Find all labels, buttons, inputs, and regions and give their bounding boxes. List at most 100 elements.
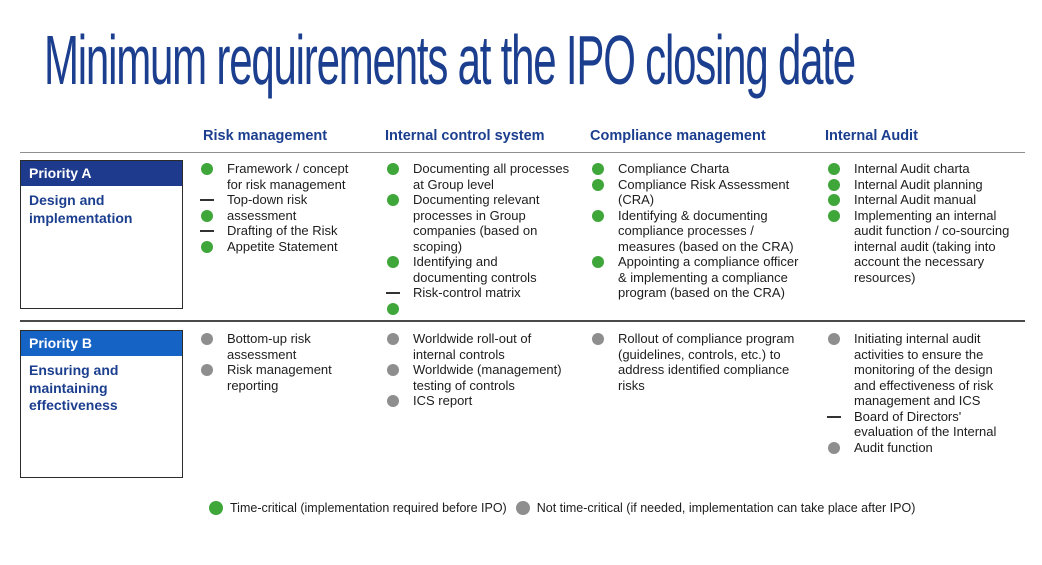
time-critical-dot-icon — [387, 163, 399, 175]
list-line-text: Audit function — [854, 439, 933, 455]
list-line: Internal Audit planning — [827, 177, 1041, 193]
list-line: Board of Directors' — [827, 409, 1041, 425]
list-line: (CRA) — [591, 192, 825, 208]
list-line: Risk-control matrix — [386, 285, 588, 301]
cell-priority-a-internal-control-system: Documenting all processes at Group level D… — [386, 161, 588, 316]
list-line-text: companies (based on — [413, 223, 538, 238]
list-line: (guidelines, controls, etc.) to — [591, 347, 825, 363]
time-critical-dot-icon — [387, 194, 399, 206]
list-line-text: evaluation of the Internal — [854, 424, 997, 439]
list-line-text: Implementing an internal — [854, 207, 997, 223]
dash-marker-icon — [200, 199, 214, 201]
list-line: and effectiveness of risk — [827, 378, 1041, 394]
list-line-text: Board of Directors' — [854, 408, 962, 424]
list-line: Compliance Risk Assessment — [591, 177, 825, 193]
list-line-text: risks — [618, 377, 645, 393]
list-line-text: Risk management — [227, 362, 332, 377]
list-line-text: (guidelines, controls, etc.) to — [618, 346, 781, 362]
list-line-text: account the necessary — [854, 254, 985, 269]
list-line-text: at Group level — [413, 176, 494, 192]
dash-marker-icon — [200, 230, 214, 232]
list-line: ICS report — [386, 393, 588, 409]
list-line: Identifying & documenting — [591, 208, 825, 224]
list-line: Risk management — [200, 362, 386, 378]
list-line: assessment — [200, 347, 386, 363]
cell-priority-b-risk-management: Bottom-up risk assessment Risk management r… — [200, 331, 386, 393]
time-critical-dot-icon — [592, 163, 604, 175]
list-line-text: Worldwide (management) — [413, 362, 562, 377]
list-line-text: Rollout of compliance program — [618, 331, 795, 346]
cell-priority-a-compliance-management: Compliance Charta Compliance Risk Assessm… — [591, 161, 825, 301]
list-line-text: Drafting of the Risk — [227, 223, 338, 238]
list-line-text: and effectiveness of risk — [854, 377, 994, 393]
list-line: Rollout of compliance program — [591, 331, 825, 347]
list-line: documenting controls — [386, 270, 588, 286]
time-critical-dot-icon — [592, 178, 604, 191]
not-time-critical-dot-icon — [828, 333, 840, 345]
list-line-text: for risk management — [227, 176, 346, 192]
list-line-text: program (based on the CRA) — [618, 285, 785, 300]
list-line-text: address identified compliance — [618, 362, 790, 377]
list-line-text: management and ICS — [854, 393, 981, 408]
list-line-text: Identifying & documenting — [618, 207, 768, 223]
list-line-text: Top-down risk — [227, 192, 308, 207]
time-critical-dot-icon — [201, 163, 213, 175]
cell-priority-b-compliance-management: Rollout of compliance program (guidelines… — [591, 331, 825, 393]
list-line-text: Documenting relevant — [413, 192, 540, 207]
priority-description: Ensuring and maintaining effectiveness — [29, 362, 119, 413]
cell-priority-b-internal-audit: Initiating internal audit activities to e… — [827, 331, 1041, 455]
header-divider-line — [20, 152, 1025, 153]
list-line-text: reporting — [227, 377, 279, 393]
list-line: companies (based on — [386, 223, 588, 239]
list-line: at Group level — [386, 177, 588, 193]
list-line-text: monitoring of the design — [854, 362, 993, 377]
list-line-text: Internal Audit planning — [854, 176, 983, 192]
column-header-compliance-management: Compliance management — [590, 128, 766, 144]
list-line: Internal Audit charta — [827, 161, 1041, 177]
list-line-text: Compliance Charta — [618, 161, 730, 176]
list-line: Compliance Charta — [591, 161, 825, 177]
list-line-text: ICS report — [413, 393, 473, 408]
dash-marker-icon — [827, 415, 841, 418]
list-line: Internal Audit manual — [827, 192, 1041, 208]
list-line: Appointing a compliance officer — [591, 254, 825, 270]
list-line: address identified compliance — [591, 362, 825, 378]
list-line: resources) — [827, 270, 1041, 286]
list-line-text: Compliance Risk Assessment — [618, 176, 790, 192]
list-line: Identifying and — [386, 254, 588, 270]
cell-priority-a-internal-audit: Internal Audit charta Internal Audit plan… — [827, 161, 1041, 285]
list-line-text: (CRA) — [618, 192, 655, 207]
list-line-text: compliance processes / — [618, 223, 754, 238]
time-critical-dot-icon — [828, 194, 840, 206]
time-critical-dot-icon — [209, 501, 223, 515]
list-line-text: internal controls — [413, 346, 505, 362]
list-line: measures (based on the CRA) — [591, 239, 825, 255]
time-critical-dot-icon — [828, 178, 840, 191]
list-line: scoping) — [386, 239, 588, 255]
list-line: reporting — [200, 378, 386, 394]
cell-priority-a-risk-management: Framework / concept for risk management To… — [200, 161, 386, 254]
list-line: Documenting relevant — [386, 192, 588, 208]
list-line-text: Worldwide roll-out of — [413, 331, 532, 346]
list-line: Bottom-up risk — [200, 331, 386, 347]
column-header-internal-control-system: Internal control system — [385, 128, 545, 144]
priority-box-priority-a: Priority A Design and implementation — [20, 160, 183, 309]
not-time-critical-dot-icon — [592, 333, 604, 345]
list-line: assessment — [200, 208, 386, 224]
list-line: Audit function — [827, 440, 1041, 456]
dash-marker-icon — [386, 292, 400, 294]
list-line: internal controls — [386, 347, 588, 363]
list-line-text: assessment — [227, 207, 297, 223]
list-line: compliance processes / — [591, 223, 825, 239]
cell-priority-b-internal-control-system: Worldwide roll-out of internal controls Wo… — [386, 331, 588, 409]
priority-header-priority-a: Priority A — [21, 161, 182, 186]
time-critical-dot-icon — [387, 256, 399, 268]
list-line-text: Identifying and — [413, 254, 498, 269]
priority-description: Design and implementation — [29, 192, 133, 226]
legend: Time-critical (implementation required b… — [209, 501, 924, 515]
legend-label: Time-critical (implementation required b… — [230, 501, 507, 515]
list-line: & implementing a compliance — [591, 270, 825, 286]
list-line: Drafting of the Risk — [200, 223, 386, 239]
list-line-text: activities to ensure the — [854, 346, 984, 362]
legend-item-gray: Not time-critical (if needed, implementa… — [515, 501, 915, 515]
